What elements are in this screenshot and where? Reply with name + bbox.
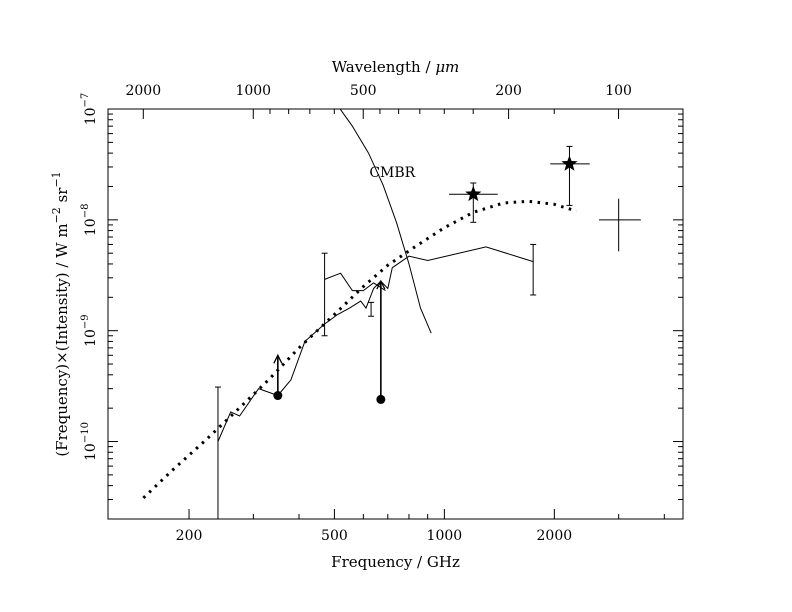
y-tick-label: 10−10: [80, 422, 99, 461]
x-tick-label: 1000: [427, 528, 463, 544]
x-tick-label: 200: [176, 528, 203, 544]
star-point: [561, 155, 578, 171]
x2-tick-label: 1000: [235, 83, 271, 99]
series-model: [142, 199, 577, 499]
y-tick-label-text: 10−9: [80, 314, 99, 347]
series-spectrum: [217, 246, 534, 442]
x-axis-label: Frequency / GHz: [331, 553, 460, 571]
lower-limit-arrowhead: [273, 353, 283, 364]
y-axis-label-text: (Frequency)×(Intensity) / W m−2 sr−1: [50, 171, 71, 456]
lower-limit-arrowhead: [376, 279, 386, 290]
x2-tick-label: 2000: [125, 83, 161, 99]
series-upper-branch: [324, 272, 386, 292]
annotation-cmbr: CMBR: [369, 165, 415, 181]
x2-tick-label: 100: [605, 83, 632, 99]
y-tick-label: 10−7: [80, 93, 99, 126]
y-axis-label: (Frequency)×(Intensity) / W m−2 sr−1: [50, 171, 71, 456]
y-tick-label: 10−9: [80, 314, 99, 347]
lower-limit-point: [376, 394, 386, 404]
y-tick-label-text: 10−10: [80, 422, 99, 461]
x-tick-label: 500: [321, 528, 348, 544]
x-tick-label: 2000: [537, 528, 573, 544]
x2-tick-label: 200: [495, 83, 522, 99]
series-CMBR: [339, 109, 432, 334]
y-tick-label-text: 10−7: [80, 93, 99, 126]
star-point: [465, 185, 482, 202]
x2-tick-label: 500: [350, 83, 377, 99]
y-tick-label: 10−8: [80, 204, 99, 237]
x2-axis-label: Wavelength / μm: [332, 58, 460, 76]
plot-frame: [107, 108, 684, 520]
lower-limit-point: [273, 391, 283, 401]
y-tick-label-text: 10−8: [80, 204, 99, 237]
